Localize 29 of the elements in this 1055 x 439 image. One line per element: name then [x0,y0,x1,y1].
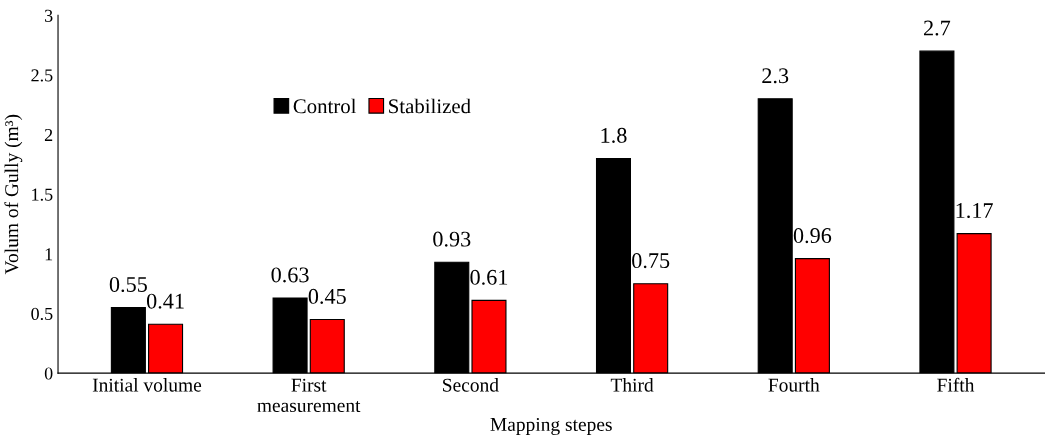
y-tick-label: 3 [45,9,53,22]
legend-label: Control [293,98,357,114]
y-tick-label: 1.5 [32,188,53,201]
data-label: 0.63 [271,267,309,283]
y-tick-label: 1 [45,248,53,261]
data-label: 1.8 [601,127,627,143]
x-tick-label: Third [610,378,654,392]
x-tick-label: Fourth [768,378,820,392]
y-tick-label: 2.5 [31,69,53,82]
x-tick-label: Second [443,378,499,392]
x-axis-title: Mapping stepes [490,417,612,435]
data-label: 0.75 [632,253,670,269]
y-tick-label: 2 [44,128,53,141]
data-label: 0.96 [793,228,832,244]
data-label: 2.3 [762,68,789,84]
data-label: 0.41 [146,293,184,309]
legend-label: Stabilized [389,98,471,114]
data-label: 2.7 [924,20,951,36]
y-tick-label: 0 [44,367,53,380]
y-tick-label: 0.5 [31,307,53,321]
data-label: 0.61 [470,269,508,285]
data-label: 0.45 [308,288,346,304]
x-tick-label: First measurement [257,378,361,413]
y-axis-title: Volum of Gully (m³) [4,114,23,275]
x-tick-label: Fifth [937,377,975,392]
data-label: 1.17 [956,203,993,219]
x-tick-label: Initial volume [92,378,202,392]
data-label: 0.55 [109,276,147,293]
data-label: 0.93 [433,231,471,247]
